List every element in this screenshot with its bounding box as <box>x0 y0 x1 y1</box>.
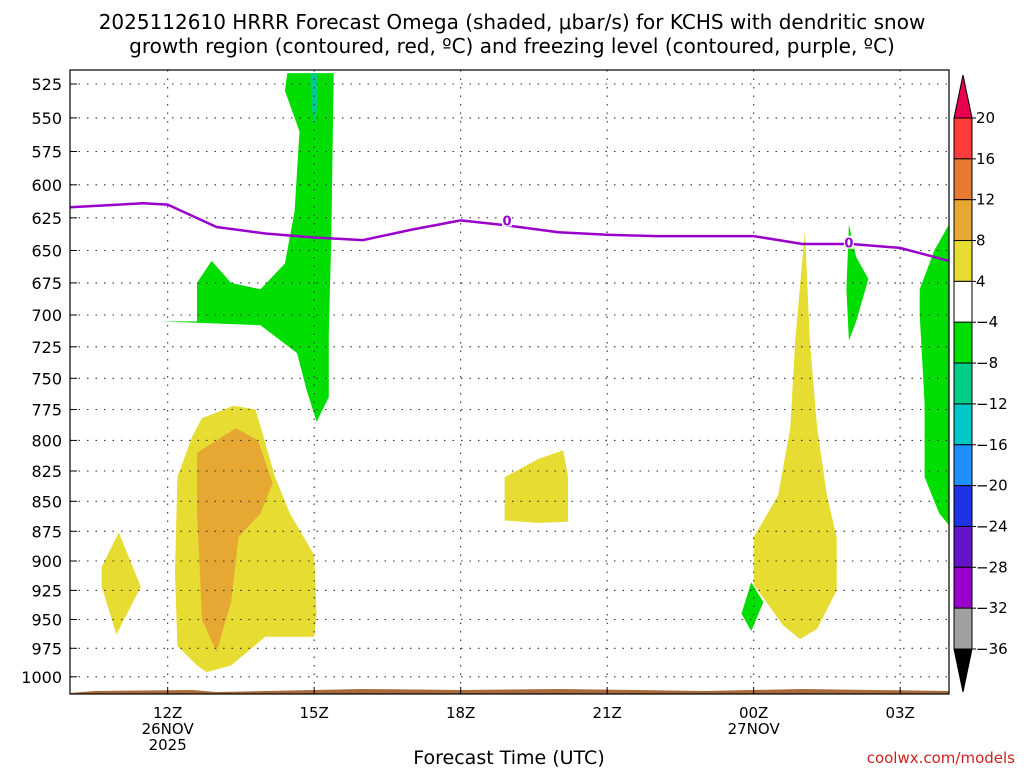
ytick-label-950: 950 <box>31 611 62 630</box>
colorbar-label-5: −4 <box>976 313 998 331</box>
freezing-label-bg-1 <box>843 235 854 249</box>
region-subsidence-mid <box>504 450 569 523</box>
freezing-label-0: 0 <box>503 214 512 229</box>
colorbar-cell-8 <box>953 403 973 446</box>
colorbar-label-8: −16 <box>976 436 1008 454</box>
ytick-label-650: 650 <box>31 242 62 261</box>
pressure-axis: 525 550 575 600 625 650 675 700 725 750 775 800 825 8… <box>21 75 77 687</box>
colorbar-cell-10 <box>953 485 973 527</box>
colorbar-bottom-arrow <box>953 648 973 693</box>
colorbar-cell-5 <box>953 280 973 323</box>
colorbar-label-10: −24 <box>976 517 1008 535</box>
colorbar-label-4: 4 <box>976 272 986 290</box>
colorbar-cell-9 <box>953 444 973 487</box>
colorbar-cell-6 <box>953 321 973 364</box>
chart-title-line1: 2025112610 HRRR Forecast Omega (shaded, … <box>99 10 926 34</box>
region-subsidence-left-small <box>101 532 141 635</box>
region-uplift-upper <box>160 73 334 422</box>
ytick-label-700: 700 <box>31 306 62 325</box>
colorbar-cell-1 <box>953 117 973 160</box>
colorbar-top-arrow <box>953 74 973 119</box>
xtick-label-18Z-0: 18Z <box>446 704 475 722</box>
colorbar-label-12: −32 <box>976 599 1008 617</box>
ytick-label-600: 600 <box>31 176 62 195</box>
colorbar-label-2: 12 <box>976 191 995 209</box>
freezing-label-bg-0 <box>502 213 513 227</box>
region-uplift-upper-core <box>310 73 319 125</box>
ground-strip <box>70 689 949 694</box>
region-uplift-right-b <box>919 224 949 526</box>
xtick-label-00Z-0: 00Z <box>739 704 768 722</box>
xtick-label-00Z-1: 27NOV <box>728 720 781 738</box>
ytick-label-625: 625 <box>31 209 62 228</box>
ytick-label-575: 575 <box>31 143 62 162</box>
ytick-label-550: 550 <box>31 109 62 128</box>
xtick-label-21Z-0: 21Z <box>592 704 621 722</box>
grid-layer <box>70 70 949 694</box>
colorbar-label-13: −36 <box>976 640 1008 658</box>
xtick-label-12Z-1: 26NOV <box>142 720 195 738</box>
colorbar-cell-13 <box>953 607 973 650</box>
colorbar-cell-4 <box>953 240 973 282</box>
ytick-label-1000: 1000 <box>21 668 62 687</box>
chart-title-line2: growth region (contoured, red, ºC) and f… <box>129 34 895 58</box>
colorbar-label-6: −8 <box>976 354 998 372</box>
colorbar-cell-7 <box>953 362 973 405</box>
ytick-label-775: 775 <box>31 401 62 420</box>
colorbar-cell-12 <box>953 566 973 609</box>
xtick-label-12Z-0: 12Z <box>153 704 182 722</box>
x-axis-label: Forecast Time (UTC) <box>413 747 604 768</box>
colorbar-label-3: 8 <box>976 232 986 250</box>
ytick-label-850: 850 <box>31 492 62 511</box>
colorbar-label-1: 16 <box>976 150 995 168</box>
colorbar-cell-2 <box>953 158 973 201</box>
colorbar-label-11: −28 <box>976 558 1008 576</box>
ytick-label-800: 800 <box>31 431 62 450</box>
xtick-label-12Z-2: 2025 <box>149 736 187 754</box>
ytick-label-900: 900 <box>31 552 62 571</box>
colorbar: 20 16 12 8 4 −4 −8 −12 −16 −20 −24 −28 −32 −36 <box>953 74 1008 693</box>
ytick-label-675: 675 <box>31 274 62 293</box>
omega-shading <box>101 73 949 673</box>
ytick-label-875: 875 <box>31 522 62 541</box>
region-uplift-right-a <box>846 224 869 341</box>
xtick-label-15Z-0: 15Z <box>299 704 328 722</box>
ytick-label-925: 925 <box>31 581 62 600</box>
ytick-label-975: 975 <box>31 639 62 658</box>
colorbar-label-9: −20 <box>976 477 1008 495</box>
ytick-label-750: 750 <box>31 369 62 388</box>
ytick-label-825: 825 <box>31 462 62 481</box>
region-subsidence-core <box>197 428 273 652</box>
credit-text: coolwx.com/models <box>867 749 1015 767</box>
freezing-level-line <box>69 202 950 263</box>
freezing-level-layer: 00 <box>69 202 950 263</box>
freezing-label-1: 0 <box>844 237 853 252</box>
plot-frame <box>69 69 950 695</box>
colorbar-label-7: −12 <box>976 395 1008 413</box>
ytick-label-525: 525 <box>31 75 62 94</box>
xtick-label-03Z-0: 03Z <box>885 704 914 722</box>
ytick-label-725: 725 <box>31 338 62 357</box>
region-uplift-mid-small <box>741 582 764 632</box>
colorbar-cell-11 <box>953 525 973 568</box>
colorbar-label-0: 20 <box>976 109 995 127</box>
ground-layer <box>70 689 949 694</box>
region-subsidence-right <box>753 230 837 640</box>
colorbar-cell-3 <box>953 199 973 242</box>
